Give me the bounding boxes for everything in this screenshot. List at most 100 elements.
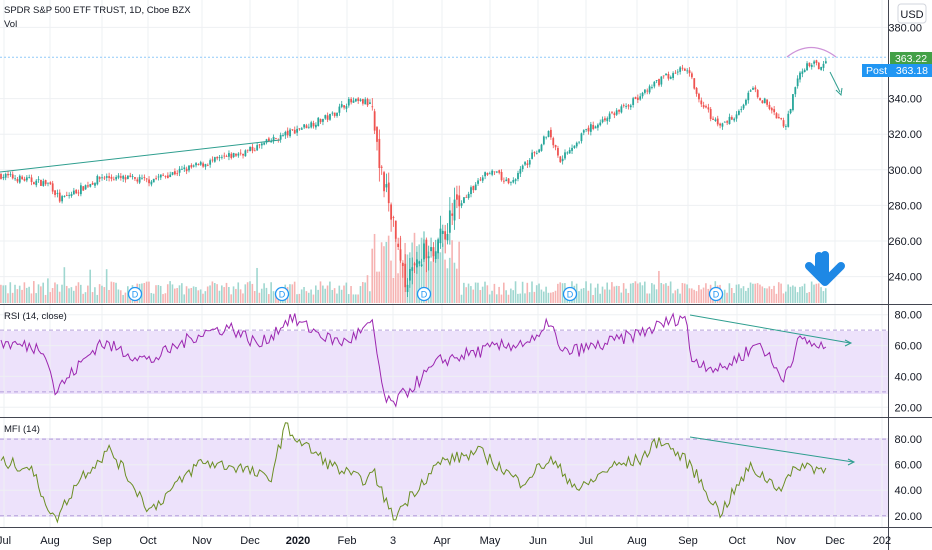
volume-bar	[392, 277, 395, 303]
volume-bar	[258, 292, 261, 303]
candle-body	[406, 284, 409, 293]
candle-body	[566, 152, 569, 154]
candle-body	[787, 113, 790, 127]
volume-bar	[40, 286, 42, 303]
volume-bar	[366, 275, 369, 303]
down-projection-arrowhead	[835, 87, 843, 97]
volume-bar	[350, 286, 352, 303]
candle-body	[80, 185, 82, 195]
candle-body	[244, 150, 247, 157]
volume-bar	[806, 292, 808, 303]
mfi-divergence-line	[689, 436, 854, 463]
volume-bar	[359, 286, 362, 303]
volume-bar	[625, 288, 627, 303]
candle-body	[705, 106, 707, 108]
volume-bar	[47, 278, 49, 303]
candle-body	[75, 190, 78, 194]
volume-bar	[545, 286, 547, 303]
candle-body	[681, 67, 684, 69]
volume-bar	[794, 286, 796, 303]
volume-bar	[531, 281, 533, 303]
candle-body	[477, 180, 479, 184]
volume-bar	[641, 285, 644, 303]
volume-bar	[312, 294, 315, 303]
volume-bar	[418, 244, 420, 303]
volume-bar	[787, 284, 789, 303]
last-price-tag: 363.22	[890, 52, 932, 65]
volume-bar	[655, 289, 658, 303]
volume-bar	[202, 293, 204, 303]
volume-bar	[11, 292, 14, 303]
candle-body	[564, 152, 566, 159]
dividend-marker-icon	[708, 286, 724, 302]
volume-bar	[237, 282, 240, 303]
time-tick-label: Nov	[776, 535, 796, 547]
candle-body	[808, 62, 811, 67]
candle-body	[7, 173, 9, 176]
candle-body	[498, 170, 501, 173]
candle-body	[822, 63, 825, 68]
volume-bar	[44, 294, 47, 303]
rsi-band	[0, 331, 888, 394]
time-tick-label: Apr	[433, 535, 450, 547]
volume-bar	[456, 268, 458, 303]
volume-bar	[171, 284, 174, 303]
candle-body	[521, 165, 524, 170]
time-tick-label: 2020	[286, 535, 310, 547]
volume-bar	[82, 293, 84, 303]
candle-body	[698, 93, 700, 100]
volume-bar	[646, 293, 648, 303]
candle-body	[4, 173, 7, 178]
candle-body	[456, 194, 458, 200]
symbol-title: SPDR S&P 500 ETF TRUST, 1D, Cboe BZX	[4, 5, 191, 16]
volume-bar	[253, 290, 256, 303]
volume-bar	[143, 282, 146, 303]
candle-body	[291, 129, 294, 131]
candle-body	[204, 164, 207, 167]
candle-body	[16, 178, 19, 182]
volume-bar	[463, 282, 465, 303]
rsi-divergence-arrowhead	[844, 339, 853, 347]
candle-body	[542, 136, 545, 145]
volume-bar	[315, 285, 317, 303]
volume-bar	[465, 287, 467, 303]
candle-body	[770, 108, 773, 111]
time-tick-label: Feb	[338, 535, 357, 547]
volume-bar	[108, 289, 110, 303]
volume-bar	[209, 285, 211, 303]
volume-bar	[519, 293, 522, 303]
candle-body	[166, 175, 169, 179]
candle-body	[378, 138, 381, 169]
volume-bar	[686, 284, 688, 303]
candle-body	[458, 195, 461, 207]
time-tick-label: Jul	[579, 535, 593, 547]
candle-body	[317, 117, 320, 127]
volume-bar	[401, 260, 404, 303]
grid-lines	[0, 0, 888, 527]
price-tick-label: 300.00	[888, 165, 922, 177]
currency-button[interactable]: USD	[897, 3, 927, 24]
volume-bar	[503, 282, 505, 303]
candle-body	[416, 259, 418, 268]
volume-bar	[159, 285, 162, 303]
candle-body	[14, 178, 16, 180]
candle-body	[40, 179, 42, 186]
volume-bar	[799, 286, 801, 303]
candle-body	[122, 175, 125, 179]
candle-body	[322, 119, 324, 122]
candle-body	[202, 163, 204, 167]
volume-bar	[338, 285, 341, 303]
volume-bar	[7, 293, 9, 303]
volume-bar	[199, 289, 202, 303]
mfi-tick-label: 60.00	[894, 460, 922, 472]
volume-bar	[336, 293, 338, 303]
candle-body	[343, 105, 345, 108]
volume-bar	[559, 282, 561, 303]
candle-body	[49, 182, 52, 185]
candle-body	[474, 184, 477, 191]
candle-body	[538, 149, 541, 153]
volume-bar	[197, 290, 200, 303]
candle-body	[98, 177, 101, 179]
volume-bar	[604, 289, 606, 303]
candle-body	[127, 175, 129, 179]
